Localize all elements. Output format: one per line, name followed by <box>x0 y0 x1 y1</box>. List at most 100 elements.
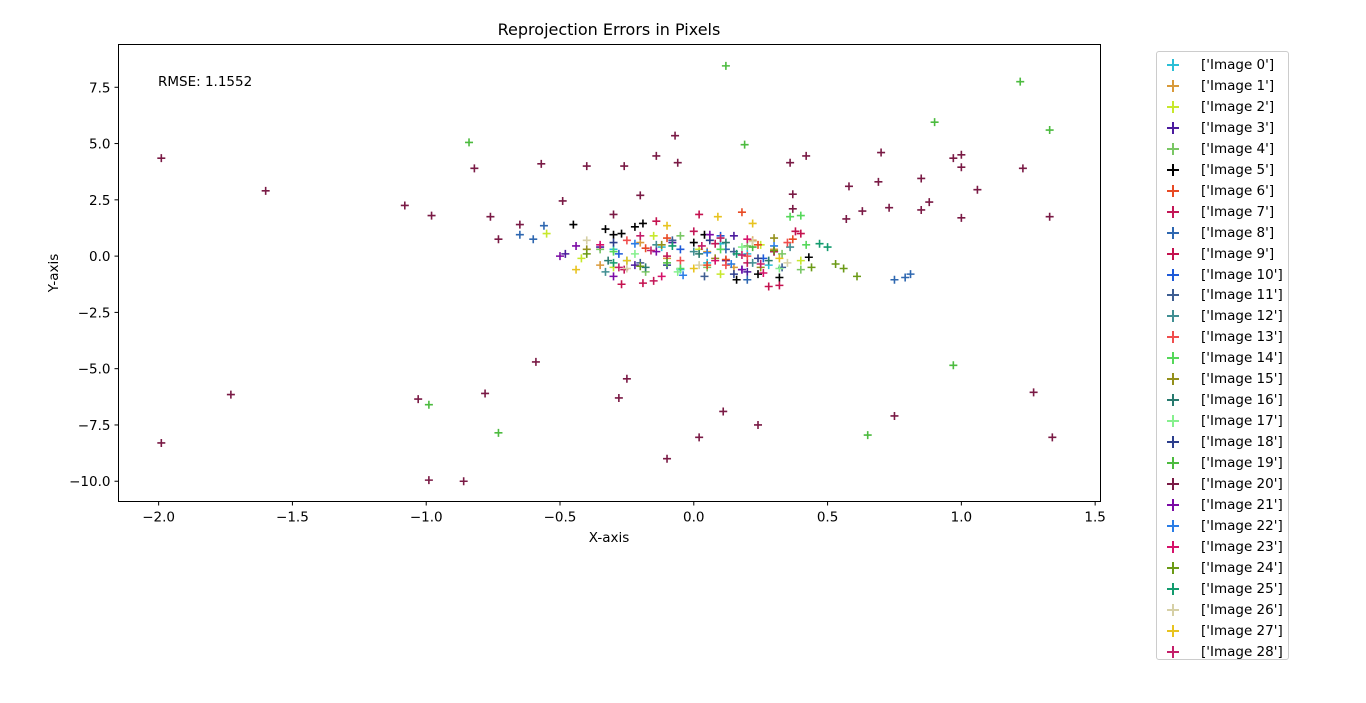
data-point <box>788 190 797 199</box>
series-16 <box>604 238 773 272</box>
legend-item: ['Image 18'] <box>1167 432 1283 452</box>
x-tick-label: 0.0 <box>683 510 704 526</box>
legend-item: ['Image 24'] <box>1167 558 1283 578</box>
data-point <box>823 243 832 252</box>
data-point <box>743 252 752 261</box>
data-point <box>844 182 853 191</box>
legend-label: ['Image 25'] <box>1201 580 1283 597</box>
legend-item: ['Image 6'] <box>1167 181 1274 201</box>
legend-label: ['Image 24'] <box>1201 559 1283 576</box>
y-tick-label: 7.5 <box>89 80 110 96</box>
legend-label: ['Image 19'] <box>1201 455 1283 472</box>
legend-item: ['Image 2'] <box>1167 97 1274 117</box>
data-point <box>424 400 433 409</box>
legend-label: ['Image 13'] <box>1201 329 1283 346</box>
legend-item: ['Image 5'] <box>1167 160 1274 180</box>
plus-marker-icon <box>1167 645 1179 658</box>
data-point <box>737 208 746 217</box>
data-point <box>494 235 503 244</box>
y-ticks: −10.0 −7.5 −5.0 −2.5 0.0 2.5 5.0 7.5 <box>69 80 119 490</box>
legend-label: ['Image 9'] <box>1201 245 1275 262</box>
data-point <box>622 264 631 273</box>
data-point <box>689 227 698 236</box>
legend-label: ['Image 16'] <box>1201 392 1283 409</box>
data-point <box>572 265 581 274</box>
legend-item: ['Image 21'] <box>1167 495 1283 515</box>
data-point <box>400 201 409 210</box>
data-point <box>630 222 639 231</box>
y-tick-label: −2.5 <box>78 305 111 321</box>
data-point <box>740 140 749 149</box>
series-19 <box>424 61 1054 440</box>
data-point <box>596 240 605 249</box>
data-point <box>652 217 661 226</box>
data-point <box>676 256 685 265</box>
data-point <box>609 272 618 281</box>
legend-item: ['Image 22'] <box>1167 516 1283 536</box>
data-point <box>716 234 725 243</box>
data-point <box>754 240 763 249</box>
data-point <box>596 261 605 270</box>
data-point <box>788 204 797 213</box>
data-point <box>609 210 618 219</box>
series-24 <box>582 246 862 281</box>
data-point <box>649 276 658 285</box>
legend-item: ['Image 0'] <box>1167 55 1274 75</box>
data-point <box>646 246 655 255</box>
legend-item: ['Image 8'] <box>1167 223 1274 243</box>
data-point <box>470 164 479 173</box>
data-point <box>786 243 795 252</box>
data-point <box>930 118 939 127</box>
plus-marker-icon <box>1167 247 1179 260</box>
data-point <box>863 431 872 440</box>
legend-label: ['Image 11'] <box>1201 287 1283 304</box>
data-point <box>663 252 672 261</box>
data-point <box>716 270 725 279</box>
data-point <box>636 231 645 240</box>
legend-item: ['Image 12'] <box>1167 306 1283 326</box>
series-5 <box>569 219 813 284</box>
data-point <box>716 245 725 254</box>
data-point <box>569 220 578 229</box>
series-20 <box>157 131 1057 486</box>
data-point <box>486 212 495 221</box>
data-point <box>770 246 779 255</box>
legend-item: ['Image 4'] <box>1167 139 1274 159</box>
data-point <box>788 235 797 244</box>
plus-marker-icon <box>1167 100 1179 113</box>
x-tick-label: −1.0 <box>410 510 443 526</box>
data-point <box>609 247 618 256</box>
data-point <box>874 177 883 186</box>
legend-item: ['Image 26'] <box>1167 600 1283 620</box>
plus-marker-icon <box>1167 561 1179 574</box>
data-point <box>537 159 546 168</box>
plus-marker-icon <box>1167 436 1179 449</box>
data-point <box>261 186 270 195</box>
data-point <box>689 247 698 256</box>
legend-item: ['Image 27'] <box>1167 621 1283 641</box>
data-point <box>572 241 581 250</box>
data-point <box>815 239 824 248</box>
rmse-annotation: RMSE: 1.1552 <box>158 74 252 90</box>
plus-marker-icon <box>1167 79 1179 92</box>
legend-item: ['Image 13'] <box>1167 327 1283 347</box>
data-point <box>842 214 851 223</box>
legend-label: ['Image 18'] <box>1201 434 1283 451</box>
data-point <box>901 273 910 282</box>
data-point <box>764 282 773 291</box>
data-point <box>737 243 746 252</box>
legend-item: ['Image 10'] <box>1167 265 1283 285</box>
data-point <box>601 225 610 234</box>
data-point <box>689 264 698 273</box>
legend-label: ['Image 27'] <box>1201 622 1283 639</box>
data-point <box>157 154 166 163</box>
legend-item: ['Image 9'] <box>1167 244 1274 264</box>
data-point <box>711 239 720 248</box>
plus-marker-icon <box>1167 331 1179 344</box>
data-point <box>775 273 784 282</box>
plus-marker-icon <box>1167 624 1179 637</box>
data-point <box>732 249 741 258</box>
data-point <box>721 238 730 247</box>
data-point <box>657 240 666 249</box>
legend-item: ['Image 28'] <box>1167 642 1283 662</box>
